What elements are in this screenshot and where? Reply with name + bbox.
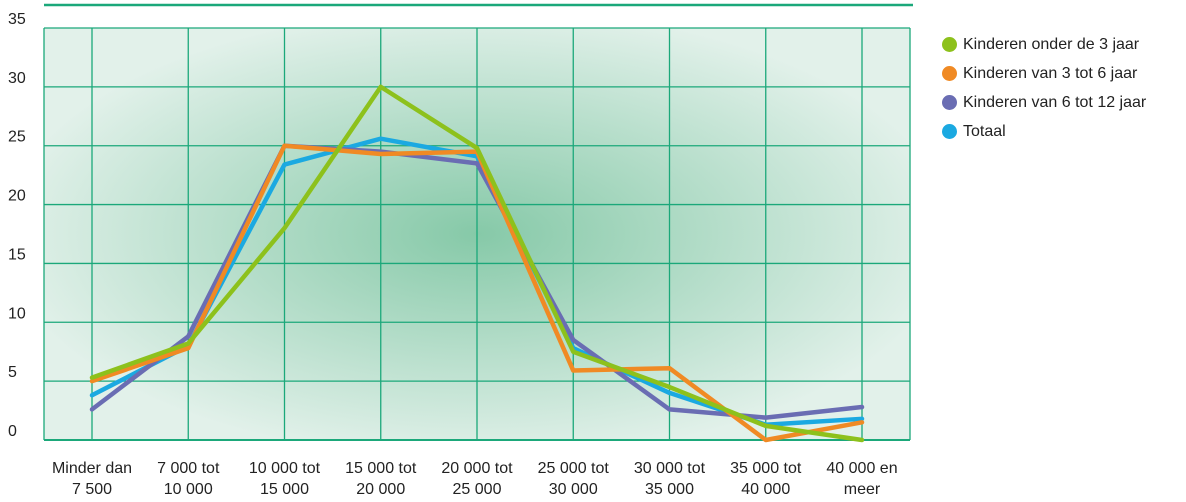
x-tick-label: 15 000 tot 20 000: [345, 460, 417, 498]
line-chart: 0 5 10 15 20 25 30 35 Minder dan 7 500 7 000 tot 1…: [8, 3, 913, 498]
y-tick-label: 15: [8, 246, 26, 263]
y-tick-label: 35: [8, 11, 26, 28]
legend-item: Kinderen van 3 tot 6 jaar: [942, 59, 1186, 88]
x-tick-label: 35 000 tot 40 000: [730, 460, 802, 498]
x-tick-label: 30 000 tot 35 000: [634, 460, 706, 498]
x-tick-label: 25 000 tot 30 000: [538, 460, 610, 498]
legend-label: Totaal: [963, 122, 1006, 140]
y-tick-label: 30: [8, 70, 26, 87]
x-tick-label: 20 000 tot 25 000: [441, 460, 513, 498]
x-tick-label: 10 000 tot 15 000: [249, 460, 321, 498]
legend-label: Kinderen van 3 tot 6 jaar: [963, 64, 1138, 82]
y-tick-label: 10: [8, 305, 26, 322]
y-tick-label: 25: [8, 129, 26, 146]
legend-label: Kinderen onder de 3 jaar: [963, 35, 1140, 53]
legend-swatch: [942, 124, 957, 139]
x-tick-label: 7 000 tot 10 000: [157, 460, 220, 498]
legend-swatch: [942, 95, 957, 110]
legend-swatch: [942, 66, 957, 81]
x-tick-label: Minder dan 7 500: [52, 460, 132, 498]
y-tick-label: 5: [8, 364, 17, 381]
legend: Kinderen onder de 3 jaar Kinderen van 3 t…: [942, 30, 1186, 146]
legend-item: Kinderen onder de 3 jaar: [942, 30, 1186, 59]
y-tick-label: 20: [8, 188, 26, 205]
y-tick-label: 0: [8, 423, 17, 440]
legend-item: Kinderen van 6 tot 12 jaar: [942, 88, 1186, 117]
x-tick-label: 40 000 en meer: [826, 460, 897, 498]
legend-item: Totaal: [942, 117, 1186, 146]
legend-swatch: [942, 37, 957, 52]
legend-label: Kinderen van 6 tot 12 jaar: [963, 93, 1147, 111]
